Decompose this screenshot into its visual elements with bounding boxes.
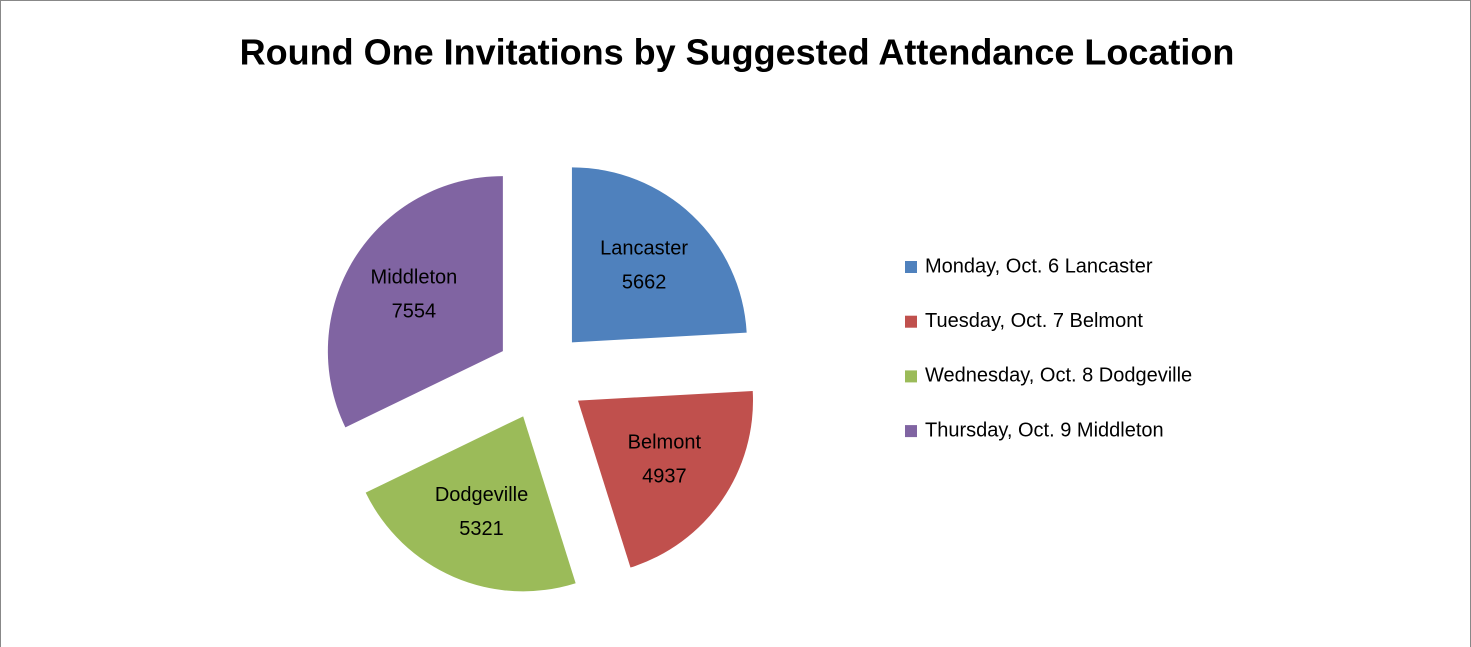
pie-slice xyxy=(327,176,503,428)
data-label-name: Middleton xyxy=(371,267,458,289)
pie-slice xyxy=(571,167,747,343)
data-label-value: 5321 xyxy=(459,518,504,540)
data-label-name: Lancaster xyxy=(600,237,688,259)
legend-label: Thursday, Oct. 9 Middleton xyxy=(925,419,1164,441)
legend-swatch xyxy=(905,370,917,383)
legend-label: Monday, Oct. 6 Lancaster xyxy=(925,255,1153,277)
legend-label: Wednesday, Oct. 8 Dodgeville xyxy=(925,365,1192,387)
pie-slice xyxy=(365,416,576,592)
legend-label: Tuesday, Oct. 7 Belmont xyxy=(925,310,1143,332)
chart-title: Round One Invitations by Suggested Atten… xyxy=(240,32,1235,73)
pie-slice xyxy=(578,390,754,568)
data-label-value: 5662 xyxy=(622,271,667,293)
legend-swatch xyxy=(905,261,917,273)
data-label-name: Belmont xyxy=(628,432,702,454)
legend-swatch xyxy=(905,425,917,438)
data-label-name: Dodgeville xyxy=(435,484,528,506)
data-label-value: 7554 xyxy=(392,301,437,323)
legend-swatch xyxy=(905,315,917,328)
data-label-value: 4937 xyxy=(642,466,687,488)
